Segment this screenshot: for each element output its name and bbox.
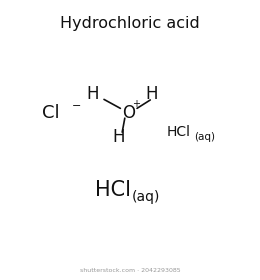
Text: −: − bbox=[72, 101, 81, 111]
Text: shutterstock.com · 2042293085: shutterstock.com · 2042293085 bbox=[80, 268, 180, 273]
Text: Cl: Cl bbox=[42, 104, 60, 122]
Text: H: H bbox=[146, 85, 158, 103]
Text: (aq): (aq) bbox=[194, 132, 216, 142]
Text: +: + bbox=[133, 99, 140, 109]
Text: H: H bbox=[86, 85, 99, 103]
Text: Hydrochloric acid: Hydrochloric acid bbox=[60, 16, 200, 31]
Text: (aq): (aq) bbox=[131, 190, 160, 204]
Text: HCl: HCl bbox=[166, 125, 190, 139]
Text: H: H bbox=[112, 128, 125, 146]
Text: O: O bbox=[122, 104, 135, 122]
Text: HCl: HCl bbox=[95, 180, 131, 200]
